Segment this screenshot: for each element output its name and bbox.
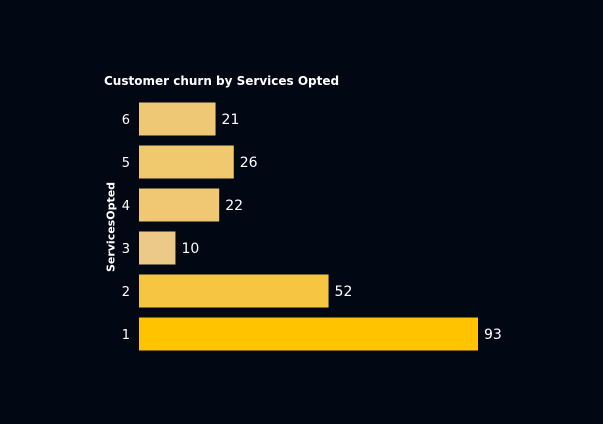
y-tick-label-6: 6 <box>122 113 130 128</box>
y-tick-label-1: 1 <box>122 328 130 343</box>
bar-2[interactable] <box>139 274 329 308</box>
bar-3[interactable] <box>139 231 176 265</box>
data-label-5: 26 <box>240 155 258 171</box>
bars-layer <box>139 102 478 351</box>
data-label-6: 21 <box>222 112 240 128</box>
bar-4[interactable] <box>139 188 220 222</box>
y-tick-label-2: 2 <box>122 285 130 300</box>
y-tick-labels: 1 2 3 4 5 6 <box>122 113 130 343</box>
data-label-2: 52 <box>335 284 353 300</box>
data-label-4: 22 <box>225 198 243 214</box>
data-labels-layer: 93 52 10 22 26 21 <box>181 112 501 343</box>
y-tick-label-5: 5 <box>122 156 130 171</box>
bar-1[interactable] <box>139 317 478 351</box>
data-label-3: 10 <box>181 241 199 257</box>
chart-title: Customer churn by Services Opted <box>104 74 340 88</box>
y-tick-label-3: 3 <box>122 242 130 257</box>
bar-5[interactable] <box>139 145 234 179</box>
data-label-1: 93 <box>484 327 502 343</box>
y-tick-label-4: 4 <box>122 199 130 214</box>
bar-6[interactable] <box>139 102 216 136</box>
